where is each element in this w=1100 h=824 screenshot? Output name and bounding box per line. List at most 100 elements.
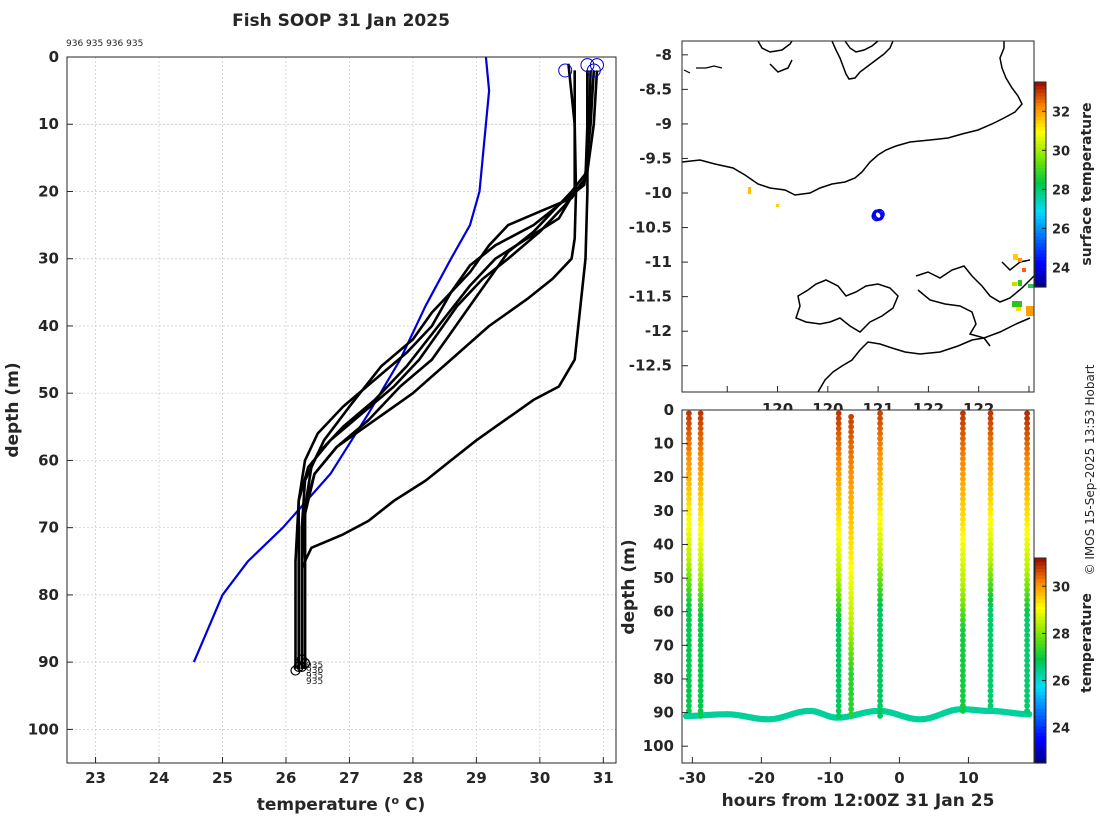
- profile-point: [1024, 415, 1030, 422]
- profile-point: [960, 506, 966, 513]
- colorbar-band: [1035, 256, 1046, 261]
- profile-point: [697, 435, 704, 442]
- profile-point: [835, 642, 842, 649]
- profile-point: [987, 506, 994, 513]
- profile-point: [686, 571, 692, 578]
- colorbar-band: [1035, 640, 1046, 645]
- profile-point: [835, 526, 842, 533]
- profile-point: [987, 576, 994, 583]
- profile-point: [848, 539, 854, 546]
- colorbar-band: [1035, 160, 1046, 165]
- profile-point: [835, 521, 842, 528]
- profile-point: [960, 667, 966, 674]
- colorbar-band: [1035, 208, 1046, 213]
- profile-point: [686, 597, 692, 603]
- colorbar-band: [1035, 653, 1046, 658]
- profile-point: [697, 496, 704, 502]
- profile-point: [835, 576, 842, 583]
- profile-point: [848, 645, 854, 652]
- colorbar-band: [1035, 187, 1046, 192]
- profile-point: [960, 612, 966, 618]
- map-area: [682, 41, 1034, 392]
- profile-point: [686, 465, 692, 472]
- profile-point: [1024, 702, 1030, 709]
- profile-point: [835, 516, 842, 523]
- x-tick-label: 31: [593, 769, 614, 787]
- colorbar-band: [1035, 616, 1046, 621]
- series-profile-5: [300, 63, 576, 669]
- profile-point: [877, 707, 883, 714]
- profile-point: [987, 491, 994, 497]
- profile-point: [987, 697, 994, 704]
- profile-point: [877, 692, 883, 699]
- colorbar-band: [1035, 708, 1046, 713]
- profile-end-marker: [296, 654, 307, 665]
- profile-chart-title: Fish SOOP 31 Jan 2025: [232, 11, 450, 31]
- profile-point: [877, 526, 883, 533]
- profile-point: [848, 464, 854, 471]
- profile-point: [1024, 410, 1030, 417]
- colorbar-band: [1035, 735, 1046, 740]
- profile-point: [697, 425, 704, 432]
- colorbar-band: [1035, 626, 1046, 631]
- profile-point: [835, 430, 842, 437]
- profile-point: [960, 455, 966, 462]
- profile-point: [848, 686, 854, 692]
- profile-point: [960, 637, 966, 644]
- colorbar-band: [1035, 592, 1046, 597]
- profile-point: [697, 501, 704, 508]
- colorbar-band: [1035, 276, 1046, 281]
- profile-point: [987, 692, 994, 699]
- profile-point: [848, 524, 854, 531]
- profile-point: [1024, 531, 1030, 538]
- profile-point: [835, 597, 842, 603]
- profile-point: [697, 627, 704, 634]
- map-colorbar-label: surface temperature: [1079, 102, 1095, 265]
- profile-point: [686, 566, 692, 573]
- time-tick-label: -30: [679, 769, 706, 787]
- colorbar-band: [1035, 759, 1046, 764]
- profile-point: [835, 707, 842, 714]
- lat-tick-label: -11: [645, 253, 672, 271]
- profile-point: [1024, 576, 1030, 583]
- profile-point: [835, 511, 842, 518]
- profile-point: [848, 413, 854, 420]
- profile-point: [960, 445, 966, 452]
- profile-point: [960, 521, 966, 528]
- colorbar-band: [1035, 184, 1046, 189]
- x-tick-label: 29: [466, 769, 487, 787]
- profile-point: [960, 420, 966, 427]
- profile-point: [686, 496, 692, 502]
- profile-point: [697, 707, 704, 714]
- profile-point: [697, 450, 704, 457]
- profile-point: [1024, 455, 1030, 462]
- profile-point: [697, 607, 704, 613]
- profile-point: [686, 460, 692, 467]
- profile-point: [848, 665, 854, 672]
- profile-point: [697, 602, 704, 608]
- colorbar-band: [1035, 629, 1046, 634]
- profile-point: [877, 425, 883, 432]
- depth-tick-label: 80: [653, 670, 674, 688]
- profile-point: [1024, 486, 1030, 492]
- lat-tick-label: -8: [655, 46, 672, 64]
- colorbar-band: [1035, 235, 1046, 240]
- profile-point: [697, 581, 704, 588]
- profile-point: [960, 556, 966, 563]
- profile-point: [960, 526, 966, 533]
- temperature-colorbar-label: temperature: [1079, 593, 1095, 693]
- profile-point: [1024, 566, 1030, 573]
- profile-point: [848, 660, 854, 667]
- depth-tick-label: 70: [653, 636, 674, 654]
- profile-point: [960, 486, 966, 492]
- profile-point: [848, 640, 854, 647]
- sst-point: [1028, 284, 1034, 288]
- colorbar-band: [1035, 694, 1046, 699]
- profile-point: [686, 697, 692, 704]
- profile-point: [835, 617, 842, 624]
- profile-point: [960, 435, 966, 442]
- profile-point: [1024, 521, 1030, 528]
- profile-point: [877, 627, 883, 634]
- colorbar-band: [1035, 215, 1046, 220]
- profile-point: [848, 469, 854, 476]
